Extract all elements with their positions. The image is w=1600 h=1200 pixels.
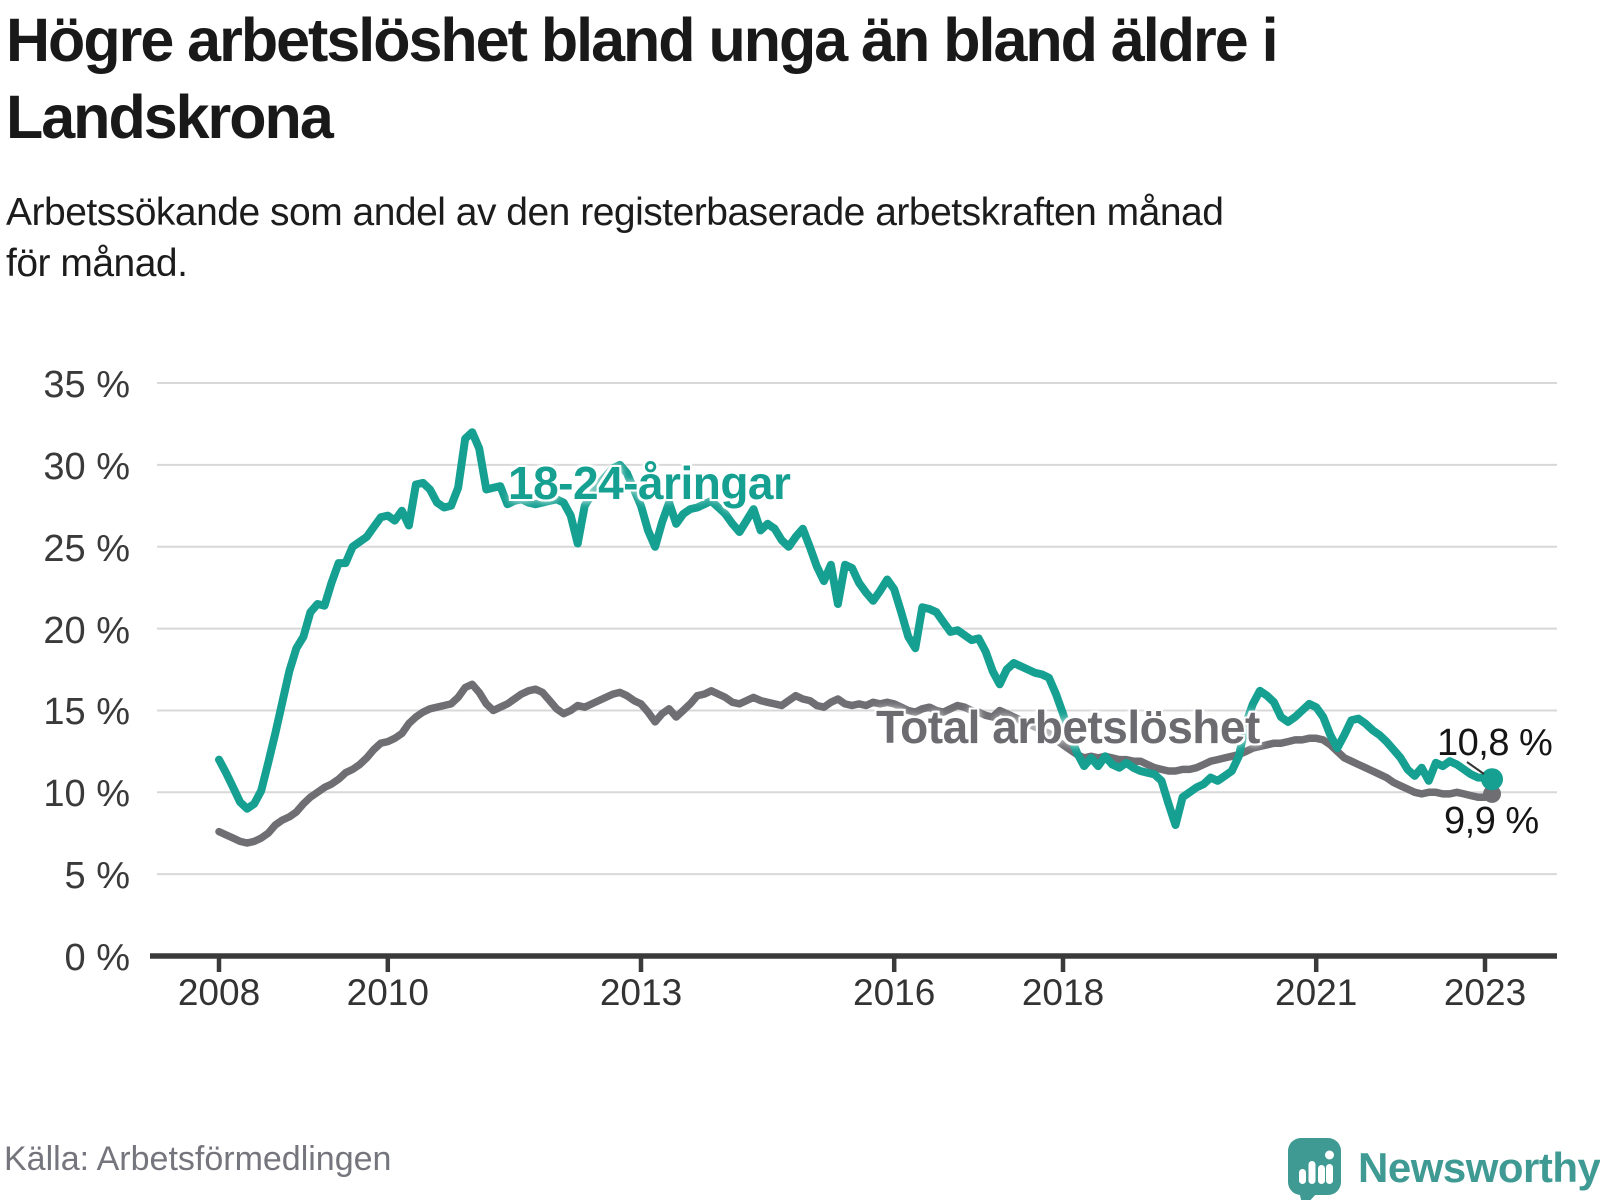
x-tick-label: 2010 bbox=[346, 972, 429, 1013]
x-tick-label: 2013 bbox=[599, 972, 683, 1013]
y-tick-label: 5 % bbox=[64, 855, 130, 898]
end-label-leader-line bbox=[1466, 761, 1485, 775]
youth-series-line bbox=[215, 428, 1496, 829]
series-label-total: Total arbetslöshet bbox=[876, 701, 1260, 753]
page-subtitle: Arbetssökande som andel av den registerb… bbox=[6, 191, 1224, 285]
x-tick-label: 2016 bbox=[853, 972, 936, 1013]
y-tick-label: 35 % bbox=[43, 364, 130, 407]
newsworthy-logo-icon bbox=[1288, 1138, 1341, 1200]
end-value-youth: 10,8 % bbox=[1437, 722, 1553, 764]
total-series-line bbox=[215, 680, 1496, 847]
source-note: Källa: Arbetsförmedlingen bbox=[4, 1140, 392, 1178]
youth-end-dot bbox=[1481, 768, 1504, 791]
total-end-dot bbox=[1483, 784, 1502, 803]
y-tick-label: 15 % bbox=[43, 691, 130, 734]
x-tick-label: 2021 bbox=[1275, 972, 1358, 1013]
end-value-total: 9,9 % bbox=[1444, 800, 1539, 842]
x-tick-label: 2008 bbox=[177, 972, 261, 1013]
y-tick-label: 20 % bbox=[43, 609, 130, 652]
y-tick-label: 30 % bbox=[43, 445, 130, 488]
y-tick-label: 25 % bbox=[43, 527, 130, 570]
x-tick-label: 2023 bbox=[1443, 972, 1527, 1013]
page-title: Högre arbetslöshet bland unga än bland ä… bbox=[6, 6, 1279, 151]
series-label-youth: 18-24-åringar bbox=[508, 457, 791, 509]
y-tick-label: 10 % bbox=[43, 773, 130, 816]
x-tick-label: 2018 bbox=[1021, 972, 1105, 1013]
newsworthy-brand-text: Newsworthy bbox=[1358, 1144, 1600, 1191]
y-tick-label: 0 % bbox=[64, 937, 130, 979]
